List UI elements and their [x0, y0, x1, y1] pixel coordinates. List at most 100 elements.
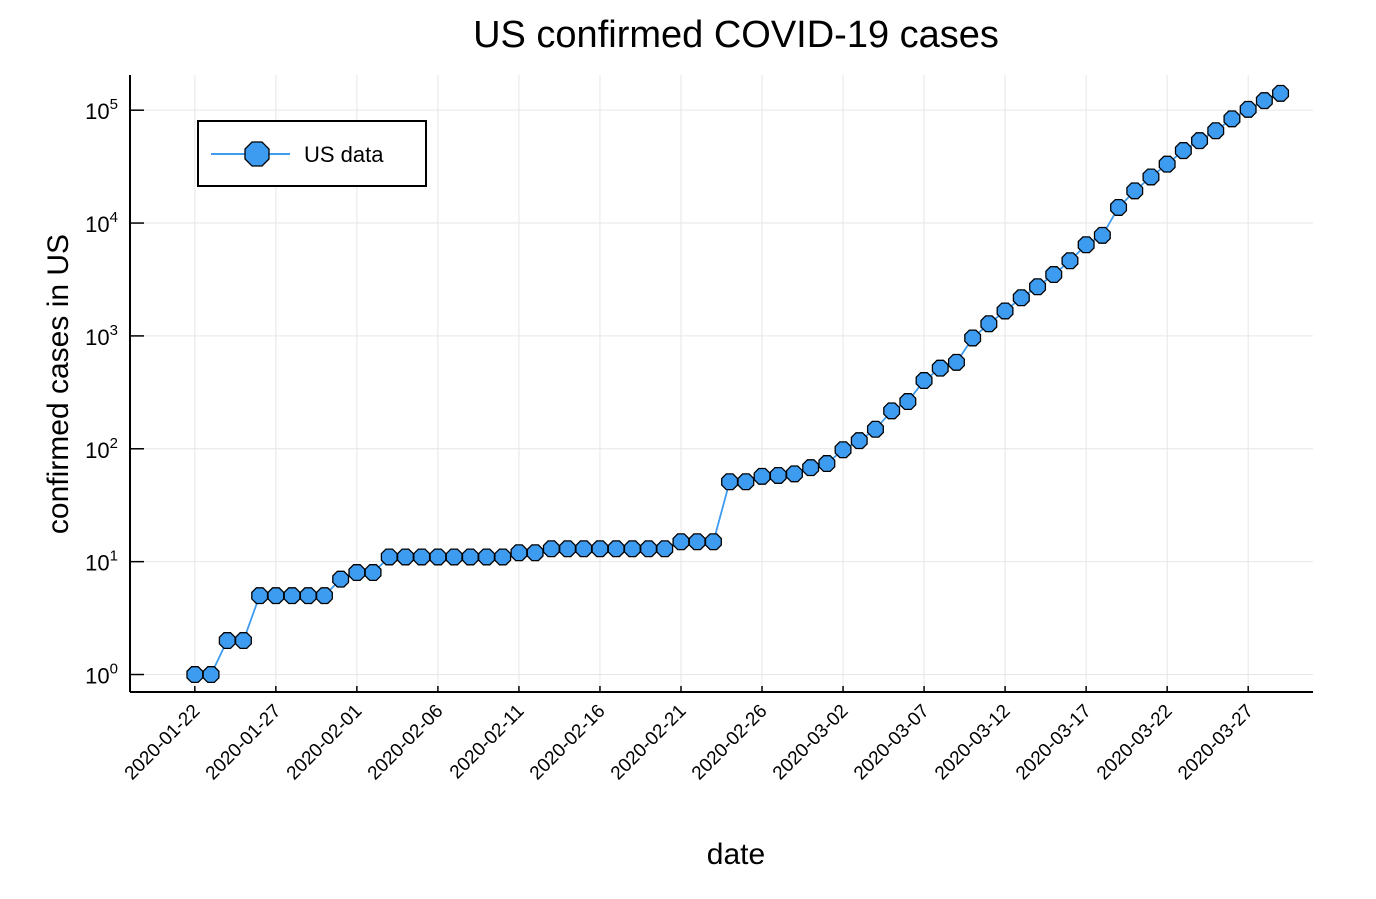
y-tick-exponent: 2 — [110, 435, 118, 452]
x-tick-label: 2020-02-16 — [526, 701, 610, 785]
data-point — [688, 533, 706, 551]
y-tick-label: 101 — [85, 548, 118, 576]
y-tick-base: 10 — [85, 664, 109, 689]
data-point — [623, 540, 641, 558]
data-point — [915, 372, 933, 390]
y-tick-label: 105 — [85, 96, 118, 124]
x-tick-label: 2020-03-07 — [850, 701, 934, 785]
y-tick-base: 10 — [85, 99, 109, 124]
data-point — [883, 402, 901, 420]
series-us-data — [186, 84, 1290, 684]
data-point — [1110, 198, 1128, 216]
x-tick-label: 2020-02-06 — [364, 701, 448, 785]
data-point — [656, 540, 674, 558]
data-point — [251, 587, 269, 605]
data-point — [640, 540, 658, 558]
data-point — [931, 359, 949, 377]
y-tick-base: 10 — [85, 438, 109, 463]
data-point — [299, 587, 317, 605]
data-point — [866, 420, 884, 438]
x-axis-label: date — [707, 838, 765, 871]
data-point — [510, 544, 528, 562]
x-tick-label: 2020-03-12 — [931, 701, 1015, 785]
data-point — [899, 393, 917, 411]
y-tick-base: 10 — [85, 325, 109, 350]
data-point — [1142, 168, 1160, 186]
data-point — [818, 455, 836, 473]
data-point — [396, 548, 414, 566]
y-tick-label: 103 — [85, 322, 118, 350]
data-point — [461, 548, 479, 566]
data-point — [1223, 110, 1241, 128]
x-tick-label: 2020-01-27 — [202, 701, 286, 785]
data-point — [721, 473, 739, 491]
y-tick-label: 104 — [85, 209, 118, 237]
data-point — [234, 632, 252, 650]
data-point — [769, 466, 787, 484]
x-tick-label: 2020-01-22 — [121, 701, 205, 785]
data-point — [1061, 252, 1079, 270]
data-point — [996, 302, 1014, 320]
data-point — [1272, 84, 1290, 102]
data-point — [672, 533, 690, 551]
x-tick-label: 2020-02-01 — [283, 701, 367, 785]
legend: US data — [197, 120, 427, 187]
data-point — [429, 548, 447, 566]
data-point — [542, 540, 560, 558]
legend-marker — [244, 141, 270, 167]
data-point — [202, 666, 220, 684]
y-tick-exponent: 3 — [110, 322, 118, 339]
data-point — [575, 540, 593, 558]
y-tick-label: 102 — [85, 435, 118, 463]
data-point — [218, 632, 236, 650]
data-point — [267, 587, 285, 605]
data-point — [1045, 266, 1063, 284]
data-point — [607, 540, 625, 558]
data-point — [1077, 236, 1095, 254]
y-tick-base: 10 — [85, 212, 109, 237]
data-point — [445, 548, 463, 566]
x-tick-label: 2020-03-02 — [769, 701, 853, 785]
data-point — [947, 353, 965, 371]
y-tick-exponent: 4 — [110, 209, 118, 226]
data-point — [834, 441, 852, 459]
data-point — [332, 570, 350, 588]
data-point — [1012, 289, 1030, 307]
data-point — [591, 540, 609, 558]
data-point — [1207, 122, 1225, 140]
y-axis-label: confirmed cases in US — [42, 234, 75, 534]
data-point — [1126, 182, 1144, 200]
data-point — [964, 329, 982, 347]
data-point — [315, 587, 333, 605]
x-tick-label: 2020-02-21 — [607, 701, 691, 785]
data-point — [1174, 142, 1192, 160]
data-point — [704, 533, 722, 551]
data-point — [850, 432, 868, 450]
data-point — [559, 540, 577, 558]
data-point — [1255, 92, 1273, 110]
data-point — [785, 465, 803, 483]
y-tick-label: 100 — [85, 661, 118, 689]
data-point — [526, 544, 544, 562]
data-point — [737, 473, 755, 491]
x-tick-label: 2020-03-17 — [1012, 701, 1096, 785]
data-point — [283, 587, 301, 605]
y-tick-base: 10 — [85, 551, 109, 576]
data-point — [413, 548, 431, 566]
data-point — [380, 548, 398, 566]
data-point — [364, 564, 382, 582]
data-point — [980, 315, 998, 333]
data-point — [494, 548, 512, 566]
y-tick-exponent: 1 — [110, 548, 118, 565]
data-point — [1093, 226, 1111, 244]
data-point — [1158, 155, 1176, 173]
data-point — [186, 666, 204, 684]
data-point — [802, 459, 820, 477]
data-point — [1029, 278, 1047, 296]
y-tick-exponent: 5 — [110, 96, 118, 113]
x-tick-label: 2020-03-22 — [1093, 701, 1177, 785]
chart-title: US confirmed COVID-19 cases — [473, 14, 999, 56]
x-tick-label: 2020-02-26 — [688, 701, 772, 785]
data-point — [478, 548, 496, 566]
grid — [130, 75, 1313, 692]
